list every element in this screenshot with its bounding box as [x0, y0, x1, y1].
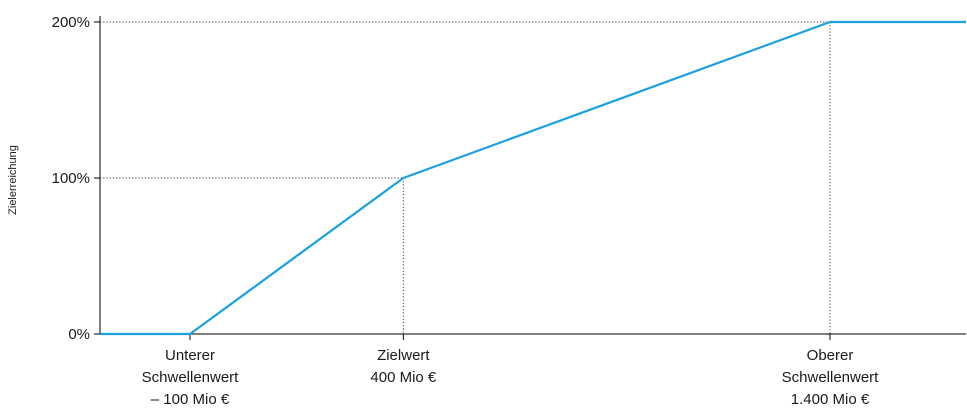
guide-lines — [100, 21, 966, 334]
x-marker-label: Unterer Schwellenwert – 100 Mio € — [142, 347, 240, 408]
y-tick-label: 0% — [68, 326, 90, 343]
x-marker-label: Oberer Schwellenwert 1.400 Mio € — [782, 347, 880, 408]
labels: 0% 100% 200% Unterer Schwellenwert – 100 Mio … — [52, 14, 880, 408]
y-axis-label: Zielerreichung — [7, 145, 19, 215]
y-tick-label: 100% — [52, 170, 90, 187]
y-tick-label: 200% — [52, 14, 90, 31]
x-marker-label: Zielwert 400 Mio € — [370, 347, 437, 386]
series-line — [100, 20, 966, 336]
series — [100, 20, 966, 336]
